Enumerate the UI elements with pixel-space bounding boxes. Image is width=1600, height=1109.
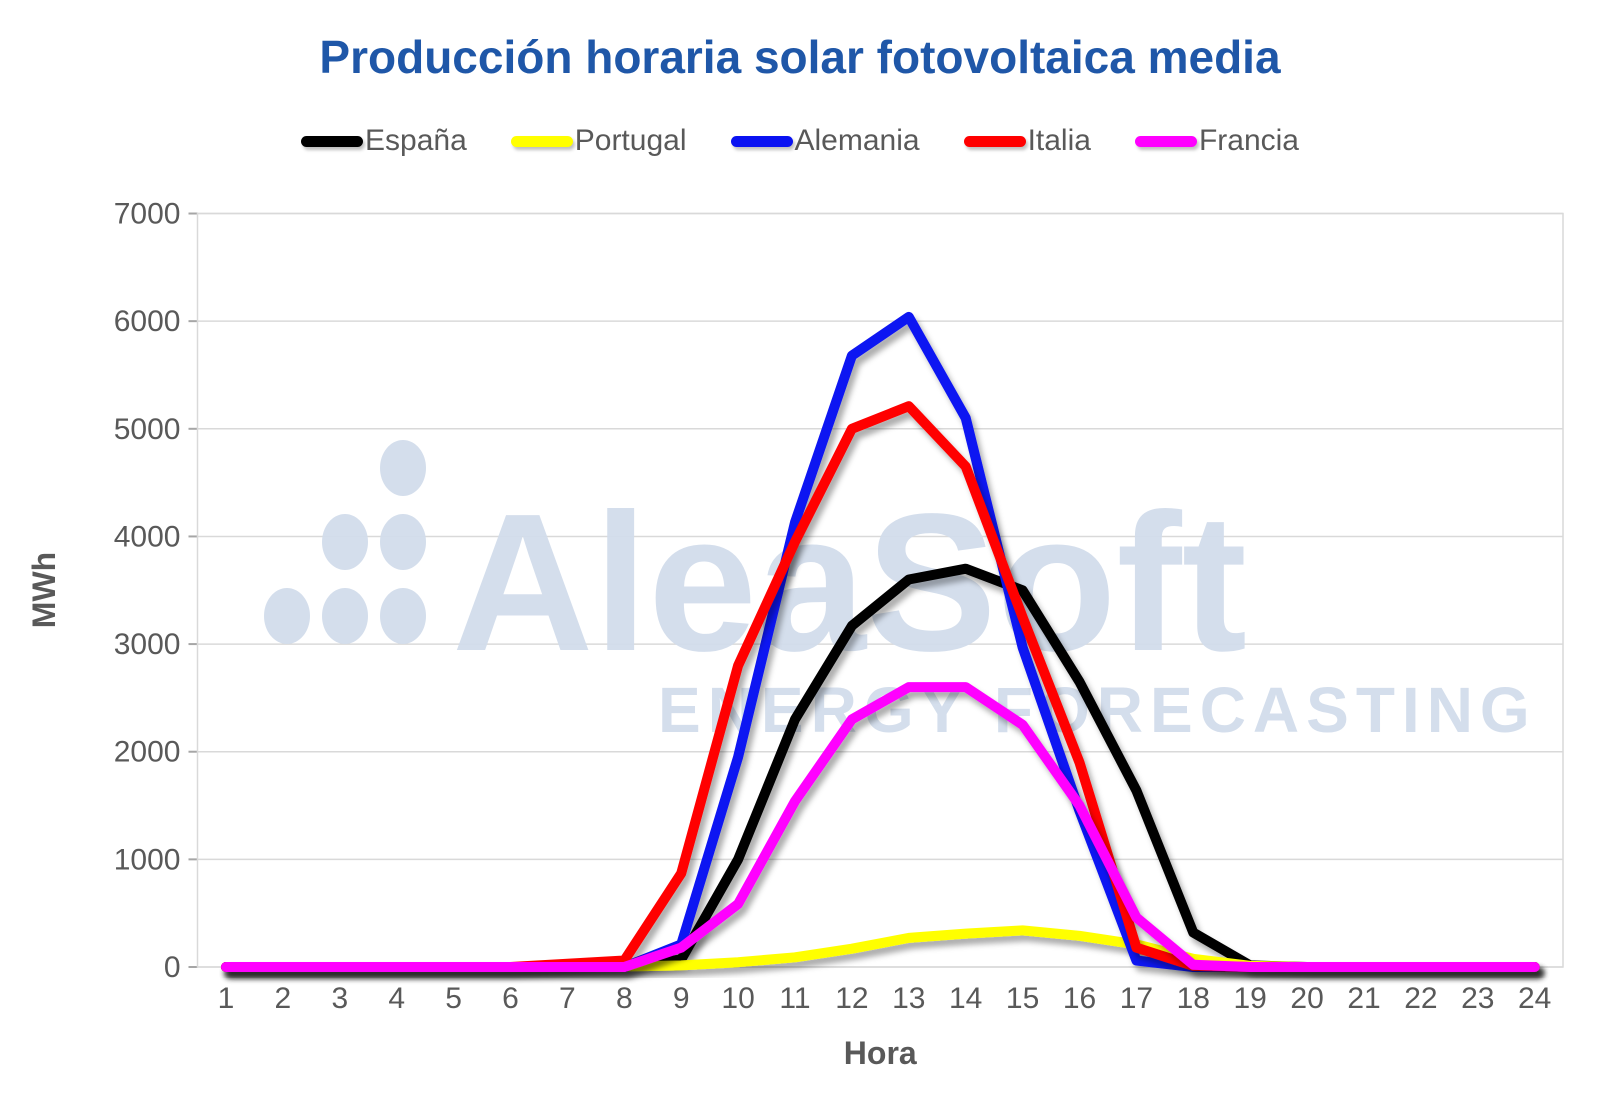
watermark-dot-2 <box>380 514 426 570</box>
y-tick-label-5000: 5000 <box>114 413 181 446</box>
y-tick-label-6000: 6000 <box>114 305 181 338</box>
legend-label-portugal: Portugal <box>574 124 687 157</box>
x-tick-label-16: 16 <box>1063 982 1096 1015</box>
legend-label-italia: Italia <box>1027 124 1091 157</box>
y-tick-label-1000: 1000 <box>114 843 181 876</box>
x-tick-label-17: 17 <box>1120 982 1153 1015</box>
legend-swatch-italia <box>963 135 1026 147</box>
watermark-dot-0 <box>380 440 426 496</box>
x-tick-label-3: 3 <box>331 982 348 1015</box>
watermark-dot-3 <box>264 588 310 644</box>
legend-swatch-alemania <box>730 135 793 147</box>
y-tick-label-0: 0 <box>164 951 181 984</box>
legend-swatch-espana <box>301 135 363 147</box>
x-tick-label-5: 5 <box>445 982 462 1015</box>
x-tick-label-6: 6 <box>502 982 519 1015</box>
legend: España Portugal Alemania Italia Francia <box>0 124 1600 158</box>
x-tick-label-8: 8 <box>616 982 633 1015</box>
y-tick-label-4000: 4000 <box>114 520 181 553</box>
x-tick-label-21: 21 <box>1347 982 1380 1015</box>
x-tick-label-12: 12 <box>835 982 868 1015</box>
legend-swatch-francia <box>1134 135 1197 147</box>
x-tick-label-24: 24 <box>1518 982 1551 1015</box>
legend-item-portugal: Portugal <box>510 124 687 158</box>
watermark-dot-1 <box>322 514 368 570</box>
legend-swatch-portugal <box>510 135 573 147</box>
x-tick-label-7: 7 <box>559 982 576 1015</box>
x-tick-label-19: 19 <box>1234 982 1267 1015</box>
x-tick-label-4: 4 <box>388 982 405 1015</box>
watermark-dot-5 <box>380 588 426 644</box>
x-tick-label-23: 23 <box>1461 982 1494 1015</box>
x-tick-label-18: 18 <box>1177 982 1210 1015</box>
series-line-francia <box>221 682 1540 972</box>
legend-label-espana: España <box>365 124 467 157</box>
legend-item-italia: Italia <box>963 124 1091 158</box>
x-tick-label-22: 22 <box>1404 982 1437 1015</box>
x-tick-label-14: 14 <box>949 982 982 1015</box>
x-tick-label-10: 10 <box>721 982 754 1015</box>
x-tick-label-1: 1 <box>218 982 235 1015</box>
x-tick-label-15: 15 <box>1006 982 1039 1015</box>
y-tick-label-7000: 7000 <box>114 198 181 231</box>
y-tick-label-3000: 3000 <box>114 628 181 661</box>
series-line-portugal <box>221 925 1540 972</box>
chart-title: Producción horaria solar fotovoltaica me… <box>319 31 1281 83</box>
x-tick-label-20: 20 <box>1290 982 1323 1015</box>
legend-item-espana: España <box>301 124 467 158</box>
x-tick-label-11: 11 <box>779 982 810 1015</box>
legend-item-francia: Francia <box>1134 124 1299 158</box>
legend-label-francia: Francia <box>1198 124 1299 157</box>
watermark-dot-4 <box>322 588 368 644</box>
legend-label-alemania: Alemania <box>794 124 920 157</box>
y-tick-label-2000: 2000 <box>114 736 181 769</box>
y-axis-title: MWh <box>26 552 62 628</box>
plot-border <box>196 212 1564 968</box>
x-tick-label-2: 2 <box>275 982 292 1015</box>
legend-item-alemania: Alemania <box>730 124 920 158</box>
x-axis-title: Hora <box>844 1035 917 1071</box>
x-tick-label-13: 13 <box>892 982 925 1015</box>
watermark-brand: AleaSoft <box>452 473 1247 692</box>
x-tick-label-9: 9 <box>673 982 690 1015</box>
